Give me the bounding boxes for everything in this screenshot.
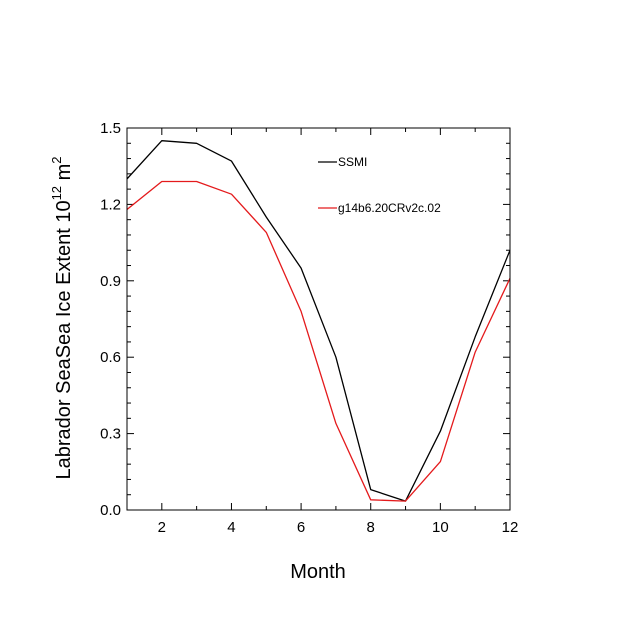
y-tick-label: 1.2 bbox=[100, 196, 121, 213]
y-tick-label: 0.3 bbox=[100, 426, 121, 443]
x-tick-label: 6 bbox=[297, 519, 305, 536]
x-tick-label: 4 bbox=[227, 519, 235, 536]
y-tick-labels: 0.0 0.3 0.6 0.9 1.2 1.5 bbox=[100, 120, 121, 519]
minor-ticks bbox=[126, 128, 510, 510]
series-line-ssmi bbox=[126, 140, 511, 502]
x-axis-title: Month bbox=[290, 561, 346, 583]
y-tick-label: 0.0 bbox=[100, 502, 121, 519]
plot-frame bbox=[126, 127, 511, 511]
x-tick-labels: 2 4 6 8 10 12 bbox=[158, 519, 519, 536]
major-ticks bbox=[127, 127, 511, 511]
y-axis-title-exponent: 12 bbox=[49, 186, 64, 200]
series-line-model bbox=[126, 180, 511, 502]
series-lines bbox=[126, 140, 511, 502]
y-axis-title: Labrador SeaSea Ice Extent 1012 m2 bbox=[49, 156, 75, 479]
x-tick-label: 8 bbox=[367, 519, 375, 536]
y-tick-label: 1.5 bbox=[100, 120, 121, 137]
legend-label: g14b6.20CRv2c.02 bbox=[338, 201, 441, 215]
legend-label: SSMI bbox=[338, 155, 367, 169]
y-axis-title-main: Labrador SeaSea Ice Extent 10 bbox=[53, 200, 75, 479]
y-axis-title-unit: m bbox=[53, 164, 75, 186]
y-axis-title-unit-exponent: 2 bbox=[49, 156, 64, 163]
legend: SSMI g14b6.20CRv2c.02 bbox=[318, 155, 441, 215]
y-tick-label: 0.9 bbox=[100, 273, 121, 290]
x-tick-label: 12 bbox=[502, 519, 519, 536]
x-tick-label: 2 bbox=[158, 519, 166, 536]
x-tick-label: 10 bbox=[432, 519, 449, 536]
y-tick-label: 0.6 bbox=[100, 349, 121, 366]
